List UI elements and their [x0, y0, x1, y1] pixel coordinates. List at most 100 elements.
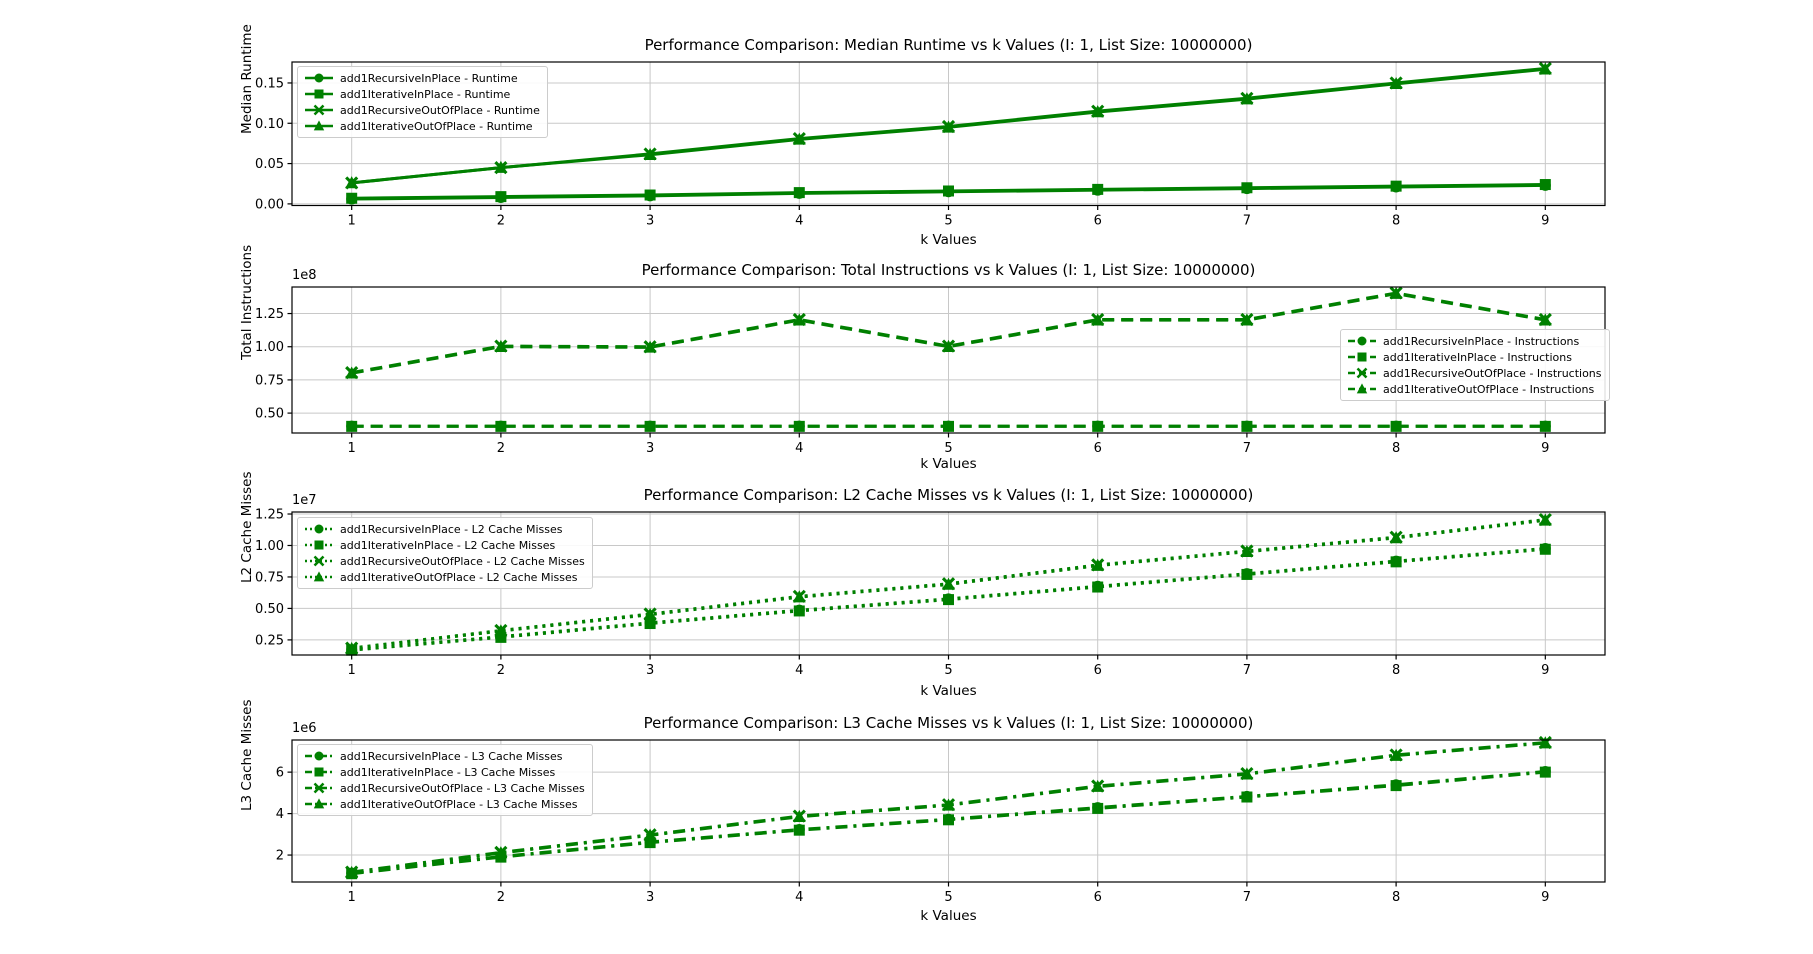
x-tick-label: 1 — [348, 663, 356, 678]
y-tick-label: 0.10 — [255, 117, 284, 132]
square-marker — [793, 420, 805, 432]
data-line — [351, 292, 1546, 375]
square-marker — [1390, 780, 1402, 792]
subplot-0: 1 2 3 4 5 6 7 8 9 0.00 0.05 0.10 0.15 — [255, 61, 1606, 229]
y-tick-label: 0.50 — [255, 602, 284, 617]
square-marker — [793, 605, 805, 617]
y-tick-label: 0.75 — [255, 570, 284, 585]
y-tick-label: 0.05 — [255, 157, 284, 172]
y-tick-label: 6 — [276, 766, 284, 781]
x-tick-label: 7 — [1243, 890, 1251, 905]
x-tick-label: 5 — [944, 214, 952, 229]
square-marker — [644, 189, 656, 201]
x-tick-label: 3 — [646, 441, 654, 456]
triangle-marker — [1091, 779, 1105, 792]
x-tick-label: 4 — [795, 441, 803, 456]
square-marker — [1390, 420, 1402, 432]
triangle-marker — [1091, 105, 1105, 118]
square-marker — [1539, 543, 1551, 555]
square-marker — [1390, 556, 1402, 568]
triangle-marker — [942, 577, 955, 590]
square-marker — [1539, 179, 1551, 191]
triangle-marker — [1240, 544, 1254, 558]
triangle-marker — [494, 846, 508, 859]
x-tick-label: 1 — [348, 890, 356, 905]
x-tick-label: 8 — [1392, 441, 1400, 456]
triangle-marker — [643, 340, 657, 353]
triangle-marker — [792, 313, 806, 326]
y-tick-label: 1.00 — [255, 539, 284, 554]
square-marker — [1092, 420, 1104, 432]
triangle-marker — [1538, 736, 1552, 749]
triangle-marker — [643, 828, 657, 841]
square-marker — [1241, 568, 1253, 580]
y-tick-label: 0.25 — [255, 633, 284, 648]
x-tick-label: 4 — [795, 214, 803, 229]
square-marker — [1241, 791, 1253, 803]
triangle-marker — [345, 176, 359, 189]
triangle-marker — [1240, 767, 1254, 780]
x-tick-label: 8 — [1392, 663, 1400, 678]
square-marker — [346, 420, 358, 432]
subplot-1: 1 2 3 4 5 6 7 8 9 0.50 0.75 1.00 1.25 — [255, 286, 1606, 456]
triangle-marker — [494, 160, 508, 173]
y-tick-label: 0.50 — [255, 407, 284, 422]
x-tick-label: 8 — [1392, 214, 1400, 229]
x-tick-label: 4 — [795, 890, 803, 905]
subplot-2: 1 2 3 4 5 6 7 8 9 0.25 0.50 0.75 1.00 1.25 — [255, 508, 1606, 678]
square-marker — [495, 631, 507, 643]
triangle-marker — [1240, 313, 1254, 326]
x-tick-label: 3 — [646, 663, 654, 678]
x-tick-label: 9 — [1541, 441, 1549, 456]
x-tick-label: 5 — [944, 890, 952, 905]
square-marker — [1241, 420, 1253, 432]
x-tick-label: 1 — [348, 214, 356, 229]
x-tick-label: 9 — [1541, 890, 1549, 905]
triangle-marker — [345, 865, 359, 878]
triangle-marker — [1389, 748, 1403, 761]
square-marker — [644, 618, 656, 630]
triangle-marker — [494, 339, 508, 353]
square-marker — [943, 420, 954, 432]
triangle-marker — [345, 641, 359, 654]
x-tick-label: 9 — [1541, 214, 1549, 229]
y-tick-label: 4 — [276, 807, 284, 822]
square-marker — [1092, 183, 1104, 195]
x-tick-label: 8 — [1392, 890, 1400, 905]
square-marker — [1539, 420, 1551, 432]
x-tick-label: 7 — [1243, 214, 1251, 229]
triangle-marker — [1538, 313, 1552, 326]
triangle-marker — [792, 809, 806, 822]
triangle-marker — [792, 590, 806, 603]
triangle-marker — [643, 147, 657, 160]
square-marker — [943, 594, 954, 606]
triangle-marker — [494, 624, 508, 637]
x-tick-label: 3 — [646, 214, 654, 229]
x-tick-label: 2 — [497, 663, 505, 678]
x-tick-label: 7 — [1243, 663, 1251, 678]
subplot-3: 1 2 3 4 5 6 7 8 9 2 4 6 — [276, 735, 1606, 905]
x-tick-label: 6 — [1094, 663, 1102, 678]
x-tick-label: 5 — [944, 663, 952, 678]
square-marker — [495, 191, 507, 203]
triangle-marker — [345, 366, 359, 379]
square-marker — [644, 837, 656, 849]
triangle-marker — [1389, 286, 1403, 299]
x-tick-label: 9 — [1541, 663, 1549, 678]
x-tick-label: 7 — [1243, 441, 1251, 456]
triangle-marker — [1538, 62, 1552, 75]
square-marker — [495, 420, 507, 432]
x-tick-label: 3 — [646, 890, 654, 905]
triangle-marker — [1538, 513, 1552, 526]
x-tick-label: 2 — [497, 890, 505, 905]
y-tick-label: 0.75 — [255, 373, 284, 388]
x-tick-label: 2 — [497, 214, 505, 229]
x-tick-label: 4 — [795, 663, 803, 678]
triangle-marker — [1091, 313, 1105, 326]
y-tick-label: 0.00 — [255, 197, 284, 212]
x-tick-label: 5 — [944, 441, 952, 456]
square-marker — [346, 192, 358, 204]
square-marker — [793, 824, 805, 836]
square-marker — [1092, 802, 1104, 814]
